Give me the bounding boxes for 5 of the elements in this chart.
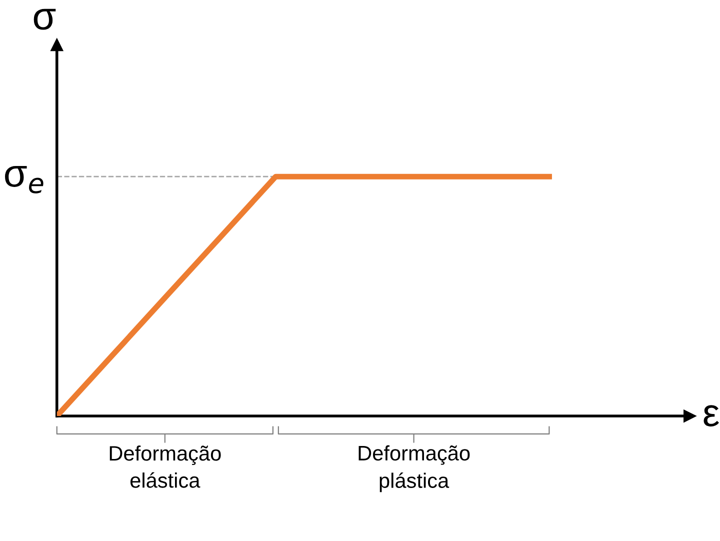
ref-line-label: σ$_{e}$ xyxy=(5,166,44,194)
x-axis-title: ε xyxy=(704,405,720,426)
y-axis-title: σ xyxy=(34,8,56,30)
text: Deformação plástica xyxy=(358,445,470,492)
text: Deformação elástica xyxy=(110,445,221,488)
